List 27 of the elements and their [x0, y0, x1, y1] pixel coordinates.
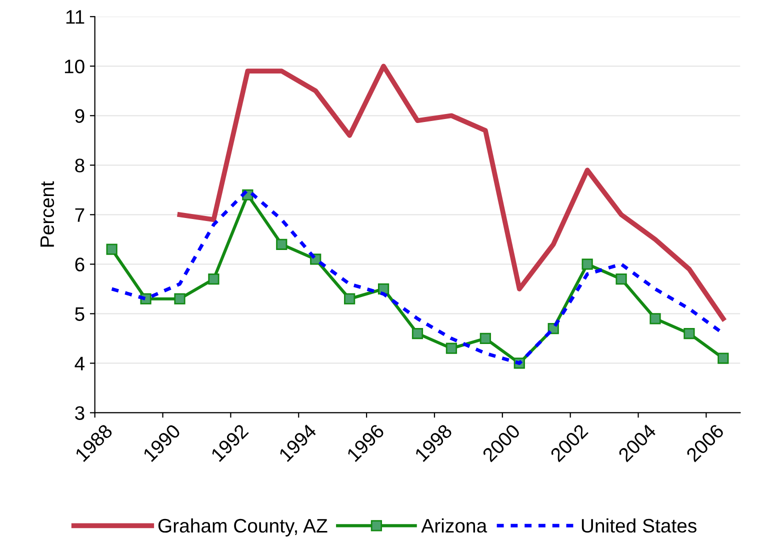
- y-tick-label: 9: [75, 109, 84, 123]
- point: [582, 258, 593, 270]
- point: [650, 313, 661, 324]
- point: [446, 342, 458, 354]
- y-tick-label: 8: [75, 158, 84, 172]
- y-tick-label: 3: [75, 406, 84, 420]
- legend-label: United States: [582, 518, 696, 533]
- legend-label: Graham County, AZ: [158, 518, 328, 536]
- y-tick-label: 7: [75, 208, 84, 222]
- y-tick-label: 6: [75, 258, 84, 272]
- y-axis-title: Percent: [40, 181, 54, 247]
- y-tick-label: 10: [64, 60, 84, 74]
- point: [344, 293, 356, 304]
- point: [208, 273, 220, 285]
- point: [412, 328, 424, 340]
- y-tick-label: 4: [74, 356, 85, 370]
- point: [684, 328, 695, 340]
- line-series: [177, 64, 726, 322]
- point: [480, 332, 491, 344]
- point: [106, 244, 118, 255]
- y-tick-label: 11: [66, 10, 84, 24]
- point: [718, 352, 729, 364]
- legend-label: Arizona: [421, 518, 488, 533]
- point: [276, 238, 288, 250]
- point: [174, 293, 186, 304]
- y-tick-label: 5: [75, 307, 84, 321]
- point: [616, 273, 627, 285]
